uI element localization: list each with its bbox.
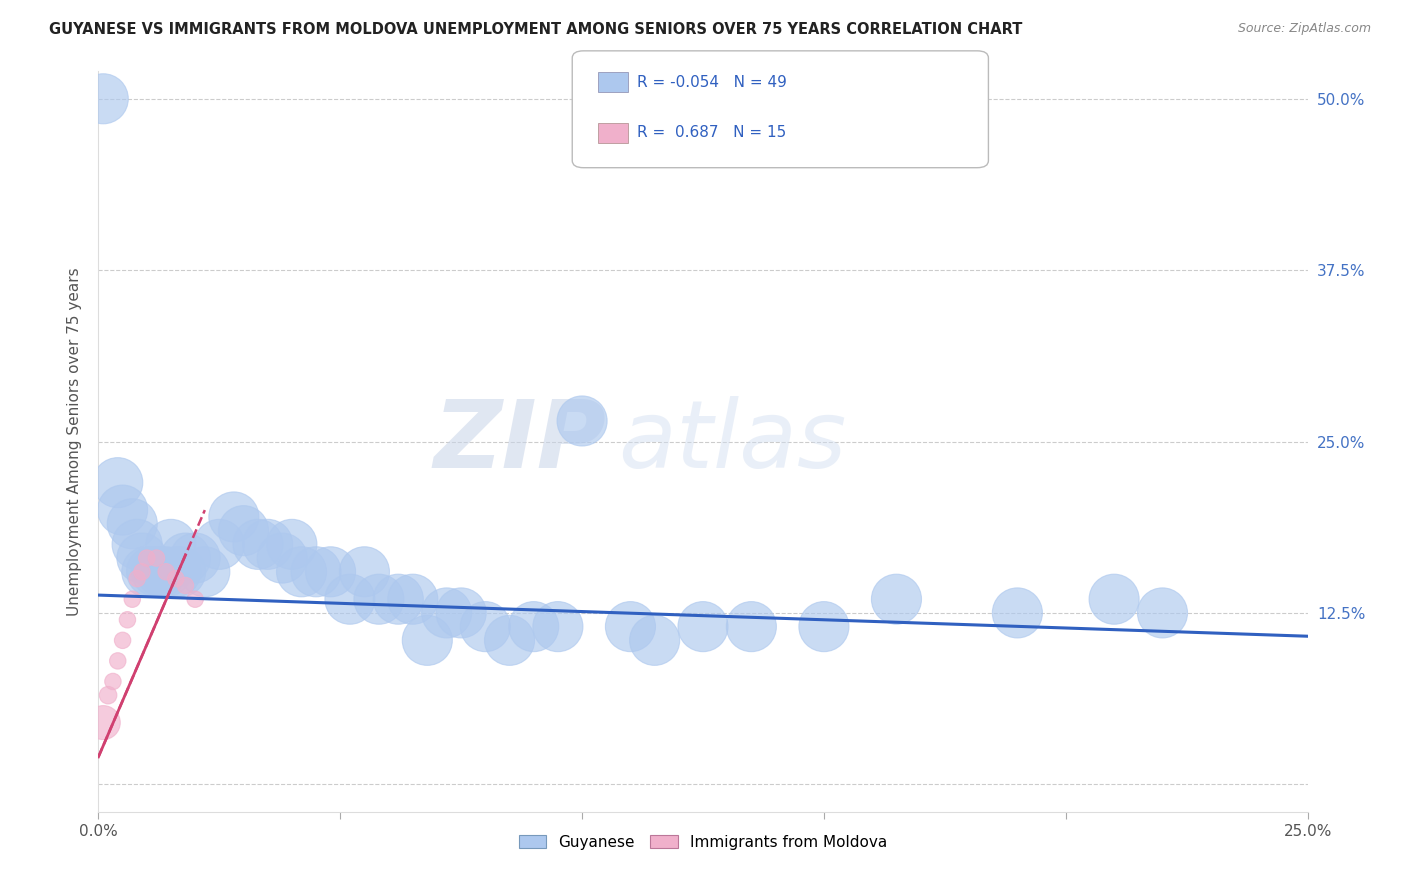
Text: ZIP: ZIP	[433, 395, 606, 488]
Point	[644, 633, 666, 648]
Point	[165, 565, 187, 579]
Point	[319, 565, 342, 579]
Point	[101, 674, 124, 689]
Point	[155, 565, 177, 579]
Point	[1102, 592, 1125, 607]
Point	[387, 592, 409, 607]
Point	[97, 688, 120, 702]
Point	[571, 414, 593, 428]
Point	[165, 572, 187, 586]
Point	[91, 92, 114, 106]
Point	[121, 592, 143, 607]
Point	[131, 565, 153, 579]
Point	[368, 592, 391, 607]
Text: atlas: atlas	[619, 396, 846, 487]
Point	[155, 565, 177, 579]
Point	[402, 592, 425, 607]
Point	[117, 613, 139, 627]
Point	[1152, 606, 1174, 620]
Point	[436, 606, 458, 620]
Point	[523, 619, 546, 633]
Point	[339, 592, 361, 607]
Point	[498, 633, 520, 648]
Point	[222, 510, 245, 524]
Point	[174, 551, 197, 566]
Point	[305, 565, 328, 579]
Point	[547, 619, 569, 633]
Point	[127, 537, 149, 551]
Point	[111, 633, 134, 648]
Point	[127, 572, 149, 586]
Text: Source: ZipAtlas.com: Source: ZipAtlas.com	[1237, 22, 1371, 36]
Point	[353, 565, 375, 579]
Point	[91, 715, 114, 730]
Point	[271, 551, 294, 566]
Point	[111, 503, 134, 517]
Point	[208, 537, 231, 551]
Point	[474, 619, 496, 633]
Point	[256, 537, 278, 551]
Point	[290, 565, 312, 579]
Point	[121, 516, 143, 531]
Text: GUYANESE VS IMMIGRANTS FROM MOLDOVA UNEMPLOYMENT AMONG SENIORS OVER 75 YEARS COR: GUYANESE VS IMMIGRANTS FROM MOLDOVA UNEM…	[49, 22, 1022, 37]
Point	[160, 537, 183, 551]
Point	[247, 537, 270, 551]
Point	[135, 551, 157, 566]
Point	[886, 592, 908, 607]
Point	[145, 551, 167, 566]
Point	[174, 578, 197, 592]
Text: R =  0.687   N = 15: R = 0.687 N = 15	[637, 125, 786, 139]
Point	[131, 551, 153, 566]
Point	[1007, 606, 1029, 620]
Point	[619, 619, 641, 633]
Text: R = -0.054   N = 49: R = -0.054 N = 49	[637, 75, 787, 89]
Point	[169, 565, 191, 579]
Point	[135, 565, 157, 579]
Point	[145, 565, 167, 579]
Point	[107, 654, 129, 668]
Point	[416, 633, 439, 648]
Legend: Guyanese, Immigrants from Moldova: Guyanese, Immigrants from Moldova	[513, 829, 893, 856]
Point	[194, 565, 217, 579]
Point	[232, 524, 254, 538]
Point	[692, 619, 714, 633]
Point	[141, 565, 163, 579]
Point	[150, 565, 173, 579]
Point	[184, 592, 207, 607]
Point	[450, 606, 472, 620]
Point	[184, 551, 207, 566]
Point	[813, 619, 835, 633]
Y-axis label: Unemployment Among Seniors over 75 years: Unemployment Among Seniors over 75 years	[67, 268, 83, 615]
Point	[281, 537, 304, 551]
Point	[740, 619, 762, 633]
Point	[107, 475, 129, 490]
